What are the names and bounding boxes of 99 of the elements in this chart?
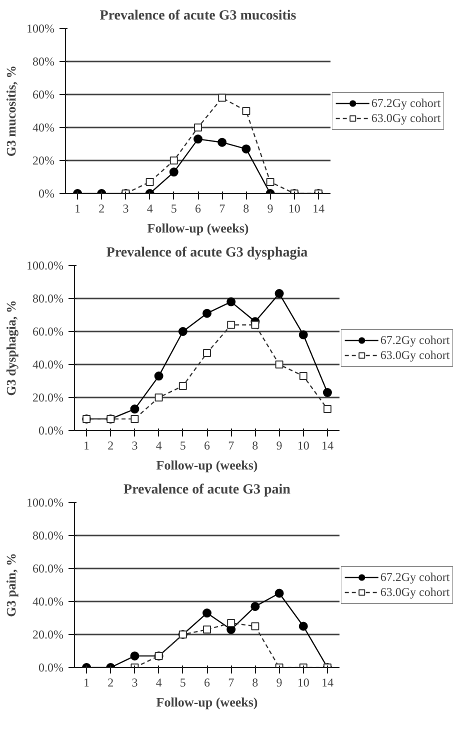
point [251,622,260,630]
x-tick-label: 3 [132,676,138,690]
point [178,382,187,390]
point [299,372,308,380]
y-tick-label: 80.0% [32,528,64,542]
y-tick-label: 0.0% [38,424,64,438]
point [202,308,212,318]
point [170,156,178,164]
point [194,124,202,132]
x-tick-label: 5 [180,676,186,690]
x-tick-label: 4 [146,202,153,216]
y-tick-label: 60% [32,88,55,102]
point [227,320,236,329]
point [218,94,226,102]
point [298,622,308,631]
point [178,327,188,336]
point [250,602,260,611]
x-tick-label: 14 [312,202,324,216]
y-axis-title: G3 pain, % [4,553,19,617]
x-tick-label: 6 [204,438,210,452]
x-tick-label: 3 [122,202,129,216]
x-axis-title: Follow-up (weeks) [147,220,249,236]
y-tick-label: 40% [32,120,55,134]
chart-title: Prevalence of acute G3 dysphagia [106,246,308,260]
x-tick-label: 6 [195,202,201,216]
x-tick-label: 2 [108,438,114,452]
y-axis-title: G3 mucositis, % [4,65,19,157]
point [130,414,139,423]
point [169,168,178,177]
legend-label: 63.0Gy cohort [380,584,450,600]
point [274,588,284,598]
y-tick-label: 100.0% [26,258,64,272]
x-tick-label: 1 [74,202,81,216]
legend-label: 67.2Gy cohort [380,332,450,348]
point [322,388,332,398]
point [218,138,227,147]
x-tick-label: 4 [156,676,162,690]
x-tick-label: 1 [84,438,90,452]
x-tick-label: 1 [84,676,90,690]
point [274,289,284,298]
x-tick-label: 2 [98,202,105,216]
x-tick-label: 7 [219,202,226,216]
x-tick-label: 8 [252,676,258,690]
x-tick-label: 4 [156,438,162,452]
point [323,405,332,414]
legend-label: 67.2Gy cohort [380,570,450,584]
point [266,178,274,186]
x-tick-label: 8 [252,438,258,452]
point [298,330,308,340]
point [130,651,140,660]
x-tick-label: 5 [170,202,177,216]
y-tick-label: 80.0% [32,292,64,306]
legend-label: 63.0Gy cohort [380,348,450,362]
point [194,134,202,144]
x-tick-label: 10 [297,438,310,452]
point [275,360,284,368]
y-tick-label: 20% [32,154,55,168]
x-tick-label: 9 [276,676,282,690]
x-tick-label: 3 [132,438,138,452]
x-tick-label: 14 [321,438,334,452]
x-axis-title: Follow-up (weeks) [156,694,258,710]
point [227,618,236,627]
point [146,178,154,186]
point [242,144,251,154]
chart-title: Prevalence of acute G3 pain [124,482,291,498]
x-axis-title: Follow-up (weeks) [156,458,258,472]
x-tick-label: 7 [228,438,234,452]
y-tick-label: 100.0% [26,496,64,510]
y-tick-label: 0% [38,186,55,200]
point [242,107,250,115]
x-tick-label: 9 [276,438,282,452]
point [154,394,163,402]
y-tick-label: 80% [32,54,55,68]
y-tick-label: 20.0% [32,390,64,404]
point [251,320,260,329]
x-tick-label: 6 [204,676,210,690]
point [226,297,236,306]
y-tick-label: 40.0% [32,358,64,372]
x-tick-label: 9 [267,202,274,216]
y-tick-label: 40.0% [32,594,64,608]
x-tick-label: 14 [321,676,334,690]
x-tick-label: 10 [288,202,300,216]
y-tick-label: 20.0% [32,628,64,642]
x-tick-label: 8 [243,202,250,216]
legend-label: 67.2Gy cohort [371,96,441,110]
legend-label: 63.0Gy cohort [371,110,441,126]
x-tick-label: 10 [297,676,310,690]
y-tick-label: 100% [26,22,55,36]
point [130,404,140,414]
point [154,372,164,381]
y-tick-label: 60.0% [32,562,64,576]
y-axis-title: G3 dysphagia, % [4,300,19,396]
x-tick-label: 2 [108,676,114,690]
point [202,608,212,618]
chart-title: Prevalence of acute G3 mucositis [100,8,297,24]
x-tick-label: 7 [228,676,234,690]
x-tick-label: 5 [180,438,186,452]
y-tick-label: 0.0% [38,660,64,674]
y-tick-label: 60.0% [32,324,64,338]
